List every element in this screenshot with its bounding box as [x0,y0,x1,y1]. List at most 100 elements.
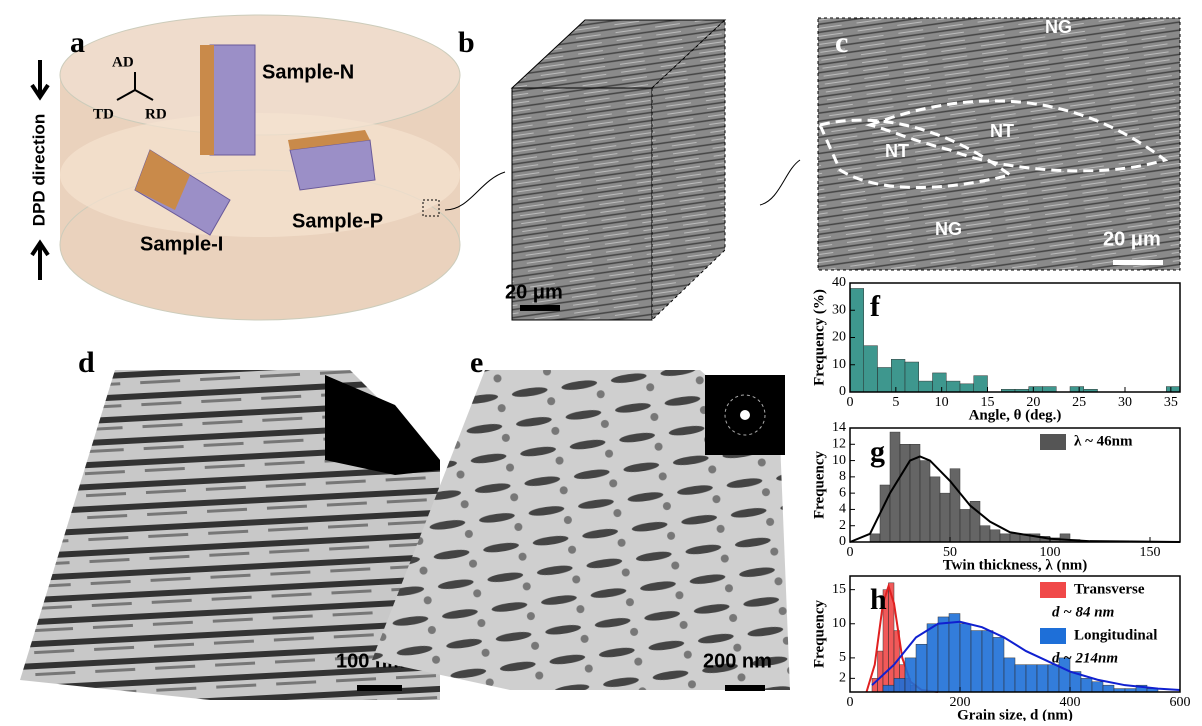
region-label: NG [1045,17,1072,37]
y-tick-label: 6 [839,485,846,500]
region-label: NT [885,141,909,161]
bar [990,530,1000,542]
legend-note: d ~ 214nm [1052,650,1118,666]
scale-bar [357,685,402,691]
bar [1081,678,1092,692]
y-tick-label: 2 [839,671,846,686]
bar [1092,682,1103,692]
y-tick-label: 40 [832,275,846,290]
sample-n [210,45,255,155]
y-tick-label: 14 [832,420,846,435]
bar [946,381,960,392]
bar [920,461,930,542]
bar [950,469,960,542]
panel-label: b [458,26,475,59]
panel-c: c NG NT NT NG 20 μm [818,17,1180,270]
bar [960,624,971,692]
axis-label: AD [112,54,134,70]
bar [1029,387,1043,392]
y-axis-label: Frequency [811,450,827,519]
bar [1103,685,1114,692]
bar [919,381,933,392]
scale-label: 200 nm [703,650,772,672]
page: a AD TD RD Sample-N Sample-I Sample-P DP… [0,0,1202,726]
x-tick-label: 0 [847,695,854,710]
bar [960,509,970,542]
bar [1000,534,1010,542]
x-tick-label: 25 [1072,395,1086,410]
x-tick-label: 10 [935,395,949,410]
panel-label: d [78,346,95,379]
y-tick-label: 30 [832,302,846,317]
bar [864,346,878,392]
y-tick-label: 10 [832,357,846,372]
y-tick-label: 10 [832,616,846,631]
bar [1015,665,1026,692]
bar [938,617,949,692]
bar [971,631,982,692]
bar [1070,387,1084,392]
y-tick-label: 8 [839,469,846,484]
bar [1004,658,1015,692]
scale-bar [1113,260,1163,265]
bar [940,493,950,542]
legend-note: d ~ 84 nm [1052,604,1114,620]
axis-label: RD [145,106,167,122]
legend-swatch [1040,628,1066,644]
direction-label: DPD direction [29,114,48,226]
y-tick-label: 2 [839,518,846,533]
bar [900,444,910,542]
bar [949,614,960,692]
panel-b: b 20 μm [458,20,800,320]
sample-n-side [200,45,214,155]
bar [1166,387,1180,392]
bar [878,651,884,692]
panel-e: e 200 nm [372,346,790,691]
bar [894,678,905,692]
region-label: NT [990,121,1014,141]
bar [905,658,916,692]
panel-label: e [470,346,483,379]
bar [1043,387,1057,392]
bar [891,359,905,392]
x-tick-label: 35 [1164,395,1178,410]
y-tick-label: 15 [832,582,846,597]
bar [880,485,890,542]
bar [982,631,993,692]
sample-label: Sample-I [140,233,223,255]
x-tick-label: 0 [847,395,854,410]
y-axis-label: Frequency [811,599,827,668]
y-tick-label: 0 [839,534,846,549]
x-tick-label: 600 [1170,695,1191,710]
diffraction-spot [740,410,750,420]
y-tick-label: 20 [832,330,846,345]
scale-label: 20 μm [1103,228,1161,250]
x-tick-label: 0 [847,545,854,560]
bar [980,526,990,542]
axis-label: TD [93,106,114,122]
y-tick-label: 12 [832,437,846,452]
bar [890,432,900,542]
bar [933,373,947,392]
sample-label: Sample-P [292,210,383,232]
x-axis-label: Grain size, d (nm) [957,707,1073,721]
cylinder-plane [60,113,460,237]
y-tick-label: 5 [839,650,846,665]
bar [1010,534,1020,542]
diffraction [325,375,440,475]
panel-label: a [70,26,85,59]
bar [930,477,940,542]
bar [850,288,864,392]
bar [870,534,880,542]
y-tick-label: 10 [832,453,846,468]
y-axis-label: Frequency (%) [811,289,827,386]
y-tick-label: 0 [839,384,846,399]
legend-label: Transverse [1074,581,1145,597]
panel-label: g [870,435,885,468]
bar [916,644,927,692]
x-tick-label: 5 [892,395,899,410]
scale-bar [520,305,560,311]
panel-label: h [870,583,887,616]
panel-label: c [835,26,848,59]
scale-bar [725,685,765,691]
